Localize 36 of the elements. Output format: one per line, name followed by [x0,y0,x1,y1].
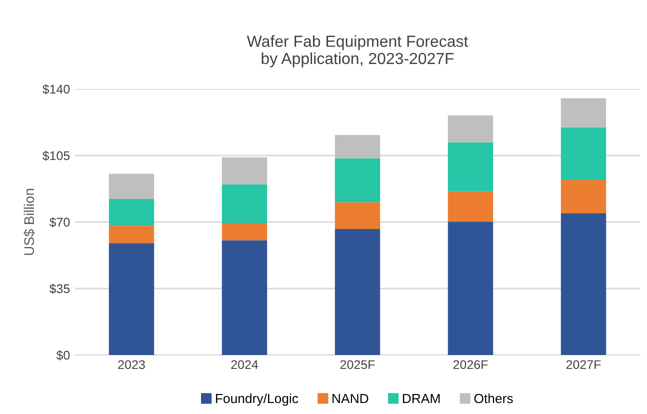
x-tick-label: 2023 [118,360,145,370]
bar [334,134,380,158]
y-tick-label: $105 [42,150,70,161]
bar [560,180,606,214]
x-tick-label: 2024 [231,360,258,370]
legend-label: Foundry/Logic [216,393,298,406]
bar [222,240,268,355]
legend-label: NAND [332,394,368,404]
bar [108,174,154,200]
bar [334,202,380,230]
bar [108,226,154,244]
y-axis-title: US$ Billion [24,188,35,255]
bar [222,184,268,223]
x-tick-label: 2027F [566,360,601,370]
bar [448,222,494,355]
bar [108,199,154,226]
bar [448,115,494,142]
bar [560,127,606,180]
bar [222,222,268,240]
x-tick-label: 2026F [453,360,488,370]
y-tick-label: $35 [49,284,70,294]
y-tick-label: $0 [56,350,70,360]
bar [108,243,154,355]
bar [334,229,380,355]
bar [448,142,494,192]
bar [334,158,380,202]
chart-title: Wafer Fab Equipment Forecast by Application, 2023-2027F [246,35,468,68]
bar [560,98,606,128]
legend-label: DRAM [402,394,440,404]
bar [448,191,494,222]
legend-label: Others [474,393,513,404]
x-tick-label: 2025F [340,360,375,370]
bar [222,157,268,184]
bar [560,213,606,355]
y-tick-label: $140 [42,84,70,94]
y-tick-label: $70 [49,217,70,228]
